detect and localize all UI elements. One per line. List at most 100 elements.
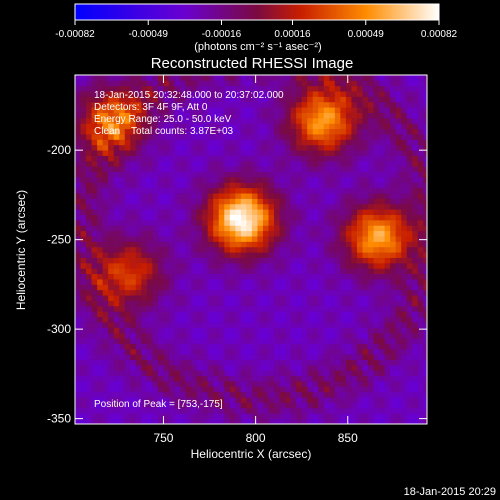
heatmap-cell [124, 348, 131, 355]
heatmap-cell [119, 343, 126, 350]
heatmap-cell [345, 225, 352, 232]
heatmap-cell [240, 257, 247, 264]
heatmap-cell [307, 305, 314, 312]
heatmap-cell [157, 295, 164, 301]
heatmap-cell [345, 413, 352, 420]
heatmap-cell [97, 413, 104, 420]
heatmap-cell [174, 418, 181, 424]
heatmap-cell [124, 177, 131, 183]
heatmap-cell [340, 295, 347, 301]
heatmap-cell [340, 246, 347, 253]
heatmap-cell [362, 117, 369, 124]
heatmap-cell [86, 91, 92, 97]
heatmap-cell [345, 305, 352, 312]
heatmap-cell [218, 193, 225, 199]
heatmap-cell [340, 359, 347, 366]
heatmap-cell [185, 338, 192, 344]
heatmap-cell [130, 413, 137, 420]
heatmap-cell [351, 262, 358, 269]
heatmap-cell [97, 289, 104, 296]
heatmap-cell [180, 381, 186, 387]
heatmap-cell [124, 144, 131, 151]
heatmap-cell [157, 354, 164, 360]
heatmap-cell [301, 230, 308, 237]
heatmap-cell [163, 101, 170, 108]
heatmap-cell [224, 214, 231, 221]
heatmap-cell [351, 359, 358, 366]
heatmap-cell [417, 139, 424, 146]
heatmap-cell [75, 262, 81, 269]
heatmap-cell [379, 348, 386, 355]
heatmap-cell [323, 397, 330, 403]
heatmap-cell [268, 134, 275, 140]
heatmap-cell [152, 289, 159, 296]
heatmap-cell [218, 177, 225, 183]
heatmap-cell [91, 343, 98, 350]
heatmap-cell [395, 101, 402, 108]
heatmap-cell [207, 289, 214, 296]
heatmap-cell [246, 279, 253, 285]
heatmap-cell [312, 268, 319, 275]
heatmap-cell [240, 418, 247, 424]
heatmap-cell [368, 354, 374, 360]
heatmap-cell [113, 101, 120, 108]
heatmap-cell [329, 289, 336, 296]
heatmap-cell [141, 182, 148, 189]
heatmap-cell [152, 128, 159, 135]
heatmap-cell [296, 391, 303, 398]
heatmap-cell [257, 262, 264, 269]
heatmap-cell [318, 375, 325, 382]
heatmap-cell [191, 418, 198, 424]
heatmap-cell [86, 85, 92, 92]
heatmap-cell [390, 166, 397, 173]
heatmap-cell [318, 177, 325, 183]
heatmap-cell [207, 225, 214, 232]
heatmap-cell [86, 413, 92, 420]
heatmap-cell [356, 150, 363, 156]
heatmap-cell [274, 284, 280, 291]
heatmap-cell [379, 397, 386, 403]
heatmap-cell [290, 327, 297, 334]
heatmap-cell [279, 144, 286, 151]
heatmap-cell [240, 225, 247, 232]
heatmap-cell [401, 338, 408, 344]
heatmap-cell [384, 268, 391, 275]
heatmap-cell [312, 321, 319, 328]
heatmap-cell [224, 375, 231, 382]
heatmap-cell [312, 381, 319, 387]
heatmap-cell [185, 252, 192, 258]
heatmap-cell [285, 209, 292, 215]
heatmap-cell [75, 193, 81, 199]
heatmap-cell [318, 155, 325, 162]
heatmap-cell [240, 348, 247, 355]
heatmap-cell [146, 203, 153, 210]
heatmap-cell [356, 300, 363, 307]
heatmap-cell [323, 332, 330, 339]
heatmap-cell [218, 391, 225, 398]
heatmap-cell [290, 171, 297, 178]
x-tick-label: 850 [338, 431, 358, 445]
heatmap-cell [307, 246, 314, 253]
heatmap-cell [163, 198, 170, 205]
heatmap-cell [362, 316, 369, 323]
heatmap-cell [97, 107, 104, 113]
heatmap-cell [334, 273, 341, 280]
heatmap-cell [401, 117, 408, 124]
heatmap-cell [384, 252, 391, 258]
heatmap-cell [268, 171, 275, 178]
heatmap-cell [312, 198, 319, 205]
heatmap-cell [202, 370, 209, 377]
heatmap-cell [373, 123, 380, 130]
heatmap-cell [290, 225, 297, 232]
heatmap-cell [207, 273, 214, 280]
heatmap-cell [285, 316, 292, 323]
heatmap-cell [124, 418, 131, 424]
heatmap-cell [235, 273, 242, 280]
heatmap-cell [229, 413, 236, 420]
heatmap-cell [373, 134, 380, 140]
heatmap-cell [351, 107, 358, 113]
heatmap-cell [163, 289, 170, 296]
heatmap-cell [124, 338, 131, 344]
colorbar-ticks: -0.00082 -0.00049 -0.00016 0.00016 0.00049 0.… [55, 20, 458, 40]
heatmap-cell [423, 284, 427, 291]
